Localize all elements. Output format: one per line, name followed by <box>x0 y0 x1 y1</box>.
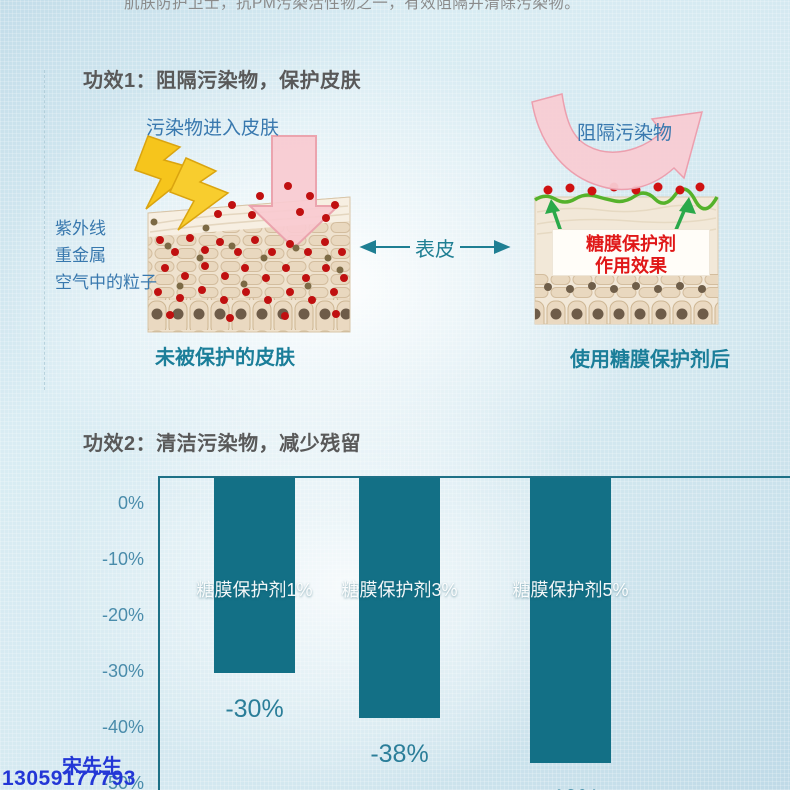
pollutant-particles-left <box>154 182 348 322</box>
y-axis-tick: -40% <box>101 717 144 737</box>
section2-heading: 功效2：清洁污染物，减少残留 <box>83 433 362 455</box>
pollutant-source-labels: 紫外线 重金属 空气中的粒子 <box>55 215 157 296</box>
y-axis-tick: -30% <box>101 661 144 681</box>
section1-heading: 功效1：阻隔污染物，保护皮肤 <box>83 70 362 92</box>
bar-2 <box>359 478 440 718</box>
unprotected-skin-caption: 未被保护的皮肤 <box>155 347 295 369</box>
contact-name: 宋先生 <box>62 756 122 778</box>
protective-film-line <box>533 187 719 211</box>
top-tagline: 肌肤防护卫士，抗PM污染活性物之一，有效阻隔并清除污染物。 <box>124 0 581 12</box>
y-axis-tick: 0% <box>117 493 144 513</box>
pollutant-entry-arrow <box>247 135 341 250</box>
epidermis-arrow <box>359 239 511 255</box>
dust-particles-left <box>150 218 344 290</box>
bar-category-label: 糖膜保护剂5% <box>512 580 629 600</box>
y-axis-tick: -10% <box>101 549 144 569</box>
bar-value-label: -30% <box>225 695 284 723</box>
bar-category-label: 糖膜保护剂1% <box>196 580 313 600</box>
epidermis-label: 表皮 <box>415 239 455 261</box>
effect-box-line1: 糖膜保护剂 <box>586 234 676 254</box>
effect-box-line2: 作用效果 <box>595 256 667 276</box>
deflect-arrow <box>531 93 704 191</box>
block-pollutant-label: 阻隔污染物 <box>577 123 673 144</box>
bar-value-label: -38% <box>370 739 429 768</box>
uv-lightning-icon <box>134 135 230 231</box>
background-dashed-line <box>44 70 45 390</box>
bar-category-label: 糖膜保护剂3% <box>341 580 458 600</box>
y-axis-tick: -50% <box>101 773 144 790</box>
protected-skin-caption: 使用糖膜保护剂后 <box>570 349 730 371</box>
contact-phone: 13059177793 <box>2 767 136 790</box>
y-axis-tick: -20% <box>101 605 144 625</box>
bar-value-label: -46% <box>541 785 599 790</box>
label-heavy-metal: 重金属 <box>55 246 106 265</box>
bar-1 <box>214 478 295 673</box>
pollutant-enter-label: 污染物进入皮肤 <box>146 118 280 139</box>
protectant-effect-box: 糖膜保护剂 作用效果 <box>552 229 710 276</box>
bar-chart: 0% -10% -20% -30% -40% -50% 糖膜保护剂1% -30% 糖膜保护剂3%… <box>102 476 790 790</box>
bar-3 <box>530 478 611 763</box>
label-air-particles: 空气中的粒子 <box>55 273 157 292</box>
label-uv: 紫外线 <box>55 219 106 238</box>
